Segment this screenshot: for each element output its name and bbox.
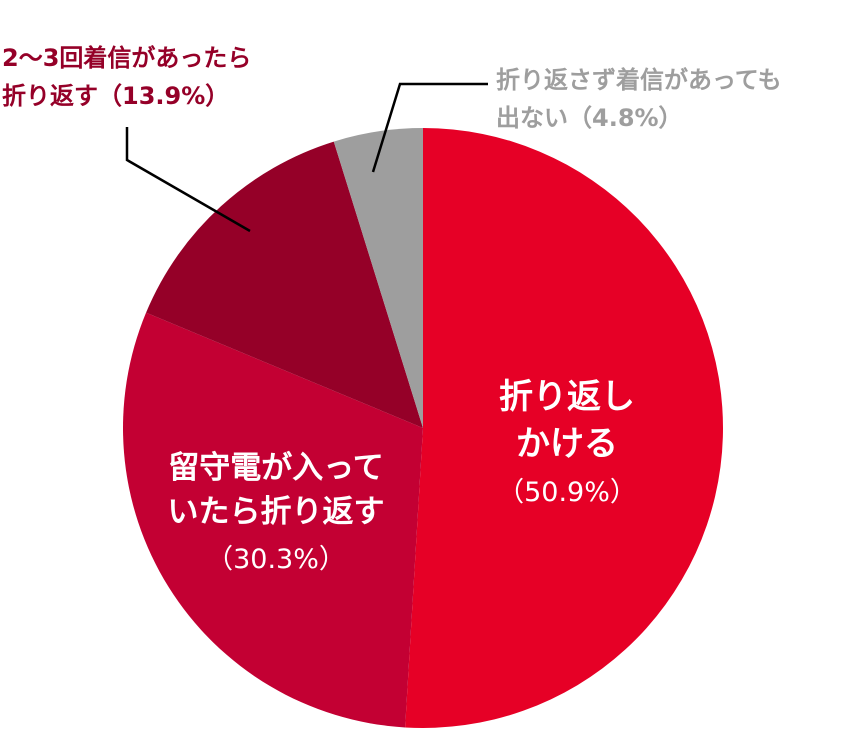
- slice-1-value-label: （50.9%）: [497, 477, 637, 508]
- leader-lines: [125, 82, 488, 233]
- slice-4-leader-line: [371, 82, 488, 173]
- slice-3-label-line-1: 2～3回着信があったら: [2, 44, 251, 72]
- slice-2-value-label: （30.3%）: [206, 544, 346, 575]
- slice-1-label-line-1: 折り返し: [499, 377, 635, 417]
- slice-2-label-line-1: 留守電が入って: [168, 450, 383, 486]
- slice-1-label-line-2: かける: [516, 424, 618, 464]
- pie-slice-3: [146, 141, 423, 428]
- slice-3-label-line-2: 折り返す（13.9%）: [2, 82, 229, 110]
- slice-4-label-line-2: 出ない（4.8%）: [496, 104, 683, 132]
- slice-3-leader-line: [125, 127, 251, 233]
- pie-slices: [122, 128, 724, 729]
- slice-4-label-line-1: 折り返さず着信があっても: [496, 66, 782, 94]
- pie-slice-2: [122, 312, 423, 728]
- pie-slice-1: [405, 128, 724, 729]
- slice-2-label-line-2: いたら折り返す: [168, 494, 385, 530]
- pie-slice-4: [333, 128, 423, 428]
